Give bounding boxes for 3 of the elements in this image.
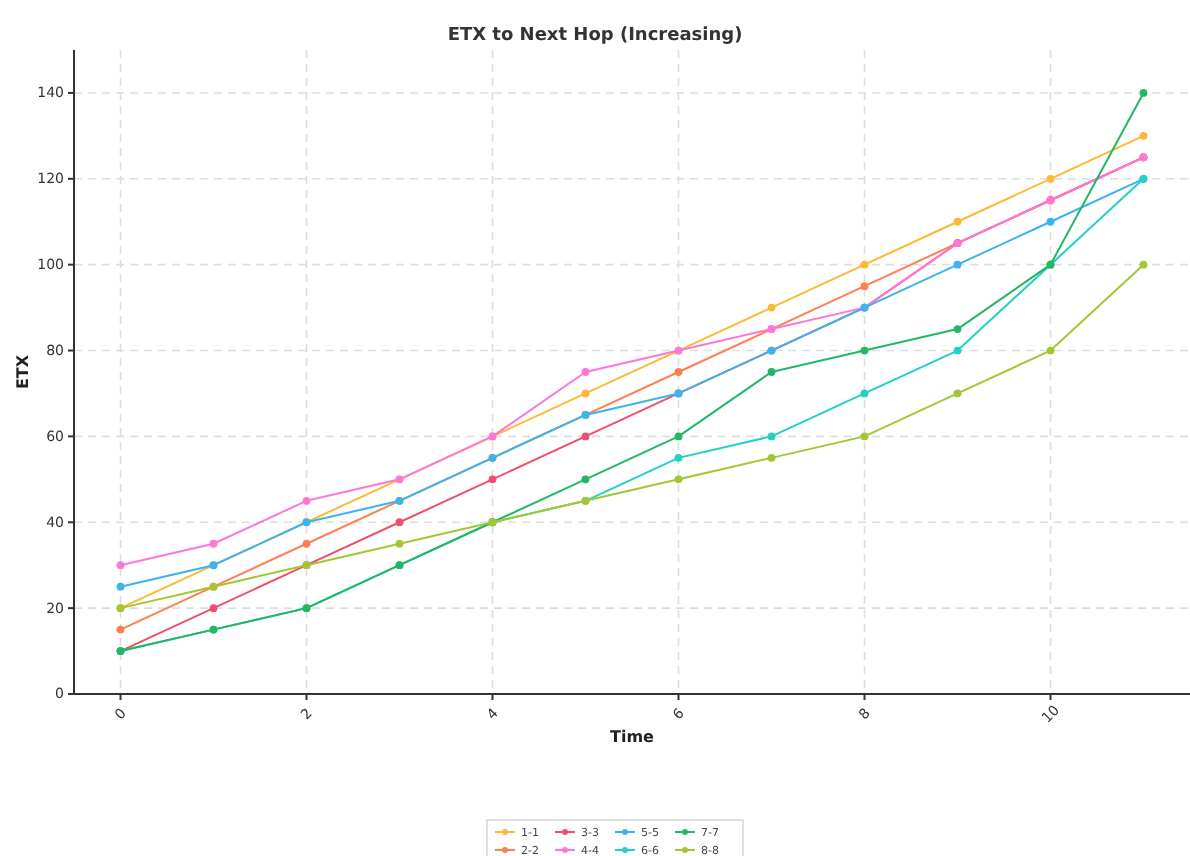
chart-title: ETX to Next Hop (Increasing) <box>447 26 743 46</box>
x-axis-title: Time <box>610 728 656 746</box>
y-axis-title: ETX <box>14 353 32 390</box>
